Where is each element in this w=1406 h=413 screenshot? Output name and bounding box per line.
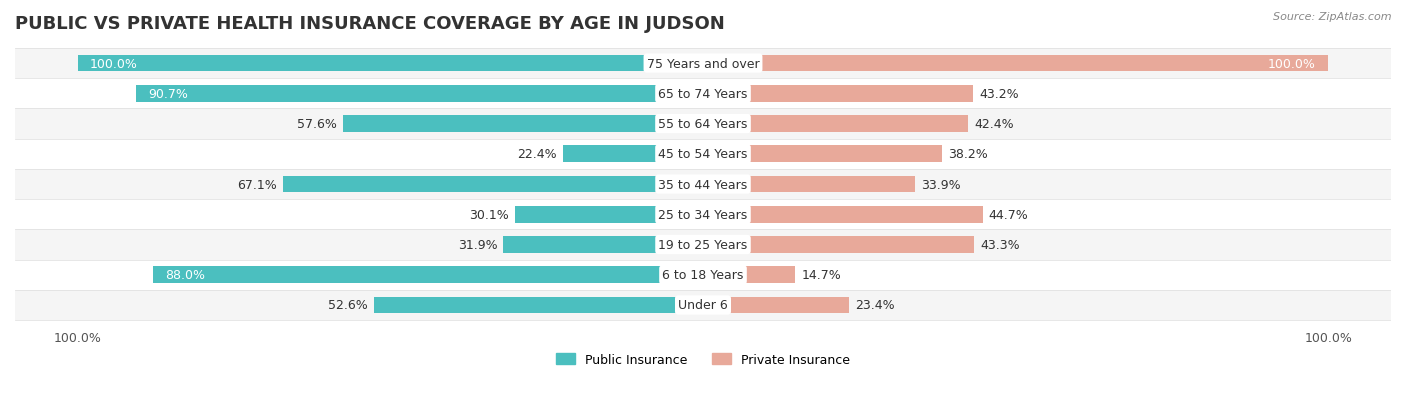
Text: 67.1%: 67.1%: [238, 178, 277, 191]
Text: 88.0%: 88.0%: [165, 268, 205, 282]
Bar: [374, 297, 703, 313]
Bar: [515, 206, 703, 223]
Text: 19 to 25 Years: 19 to 25 Years: [658, 238, 748, 252]
Bar: [562, 146, 703, 163]
Bar: [703, 86, 973, 102]
Text: 65 to 74 Years: 65 to 74 Years: [658, 88, 748, 100]
Legend: Public Insurance, Private Insurance: Public Insurance, Private Insurance: [551, 348, 855, 371]
Text: 57.6%: 57.6%: [297, 118, 336, 131]
Text: Source: ZipAtlas.com: Source: ZipAtlas.com: [1274, 12, 1392, 22]
Bar: [503, 237, 703, 253]
Bar: [703, 297, 849, 313]
Bar: [15, 230, 1391, 260]
Text: 33.9%: 33.9%: [921, 178, 960, 191]
Bar: [703, 56, 1329, 72]
Bar: [284, 176, 703, 193]
Text: 38.2%: 38.2%: [948, 148, 988, 161]
Text: 45 to 54 Years: 45 to 54 Years: [658, 148, 748, 161]
Bar: [77, 56, 703, 72]
Bar: [703, 176, 915, 193]
Text: 31.9%: 31.9%: [457, 238, 498, 252]
Text: 35 to 44 Years: 35 to 44 Years: [658, 178, 748, 191]
Bar: [15, 139, 1391, 169]
Text: 25 to 34 Years: 25 to 34 Years: [658, 208, 748, 221]
Bar: [15, 199, 1391, 230]
Text: 75 Years and over: 75 Years and over: [647, 57, 759, 70]
Bar: [136, 86, 703, 102]
Text: 14.7%: 14.7%: [801, 268, 841, 282]
Bar: [703, 237, 974, 253]
Text: PUBLIC VS PRIVATE HEALTH INSURANCE COVERAGE BY AGE IN JUDSON: PUBLIC VS PRIVATE HEALTH INSURANCE COVER…: [15, 15, 724, 33]
Text: 43.3%: 43.3%: [980, 238, 1019, 252]
Text: 43.2%: 43.2%: [980, 88, 1019, 100]
Bar: [703, 206, 983, 223]
Text: 55 to 64 Years: 55 to 64 Years: [658, 118, 748, 131]
Text: 100.0%: 100.0%: [90, 57, 138, 70]
Bar: [15, 79, 1391, 109]
Text: 30.1%: 30.1%: [468, 208, 509, 221]
Text: 23.4%: 23.4%: [856, 299, 896, 312]
Text: 90.7%: 90.7%: [148, 88, 188, 100]
Bar: [703, 146, 942, 163]
Text: 44.7%: 44.7%: [988, 208, 1029, 221]
Bar: [703, 267, 794, 283]
Text: 42.4%: 42.4%: [974, 118, 1014, 131]
Text: 100.0%: 100.0%: [1268, 57, 1316, 70]
Text: 6 to 18 Years: 6 to 18 Years: [662, 268, 744, 282]
Bar: [15, 260, 1391, 290]
Bar: [15, 109, 1391, 139]
Bar: [15, 290, 1391, 320]
Text: Under 6: Under 6: [678, 299, 728, 312]
Bar: [153, 267, 703, 283]
Bar: [703, 116, 969, 133]
Text: 22.4%: 22.4%: [517, 148, 557, 161]
Bar: [15, 169, 1391, 199]
Bar: [343, 116, 703, 133]
Bar: [15, 49, 1391, 79]
Text: 52.6%: 52.6%: [328, 299, 368, 312]
